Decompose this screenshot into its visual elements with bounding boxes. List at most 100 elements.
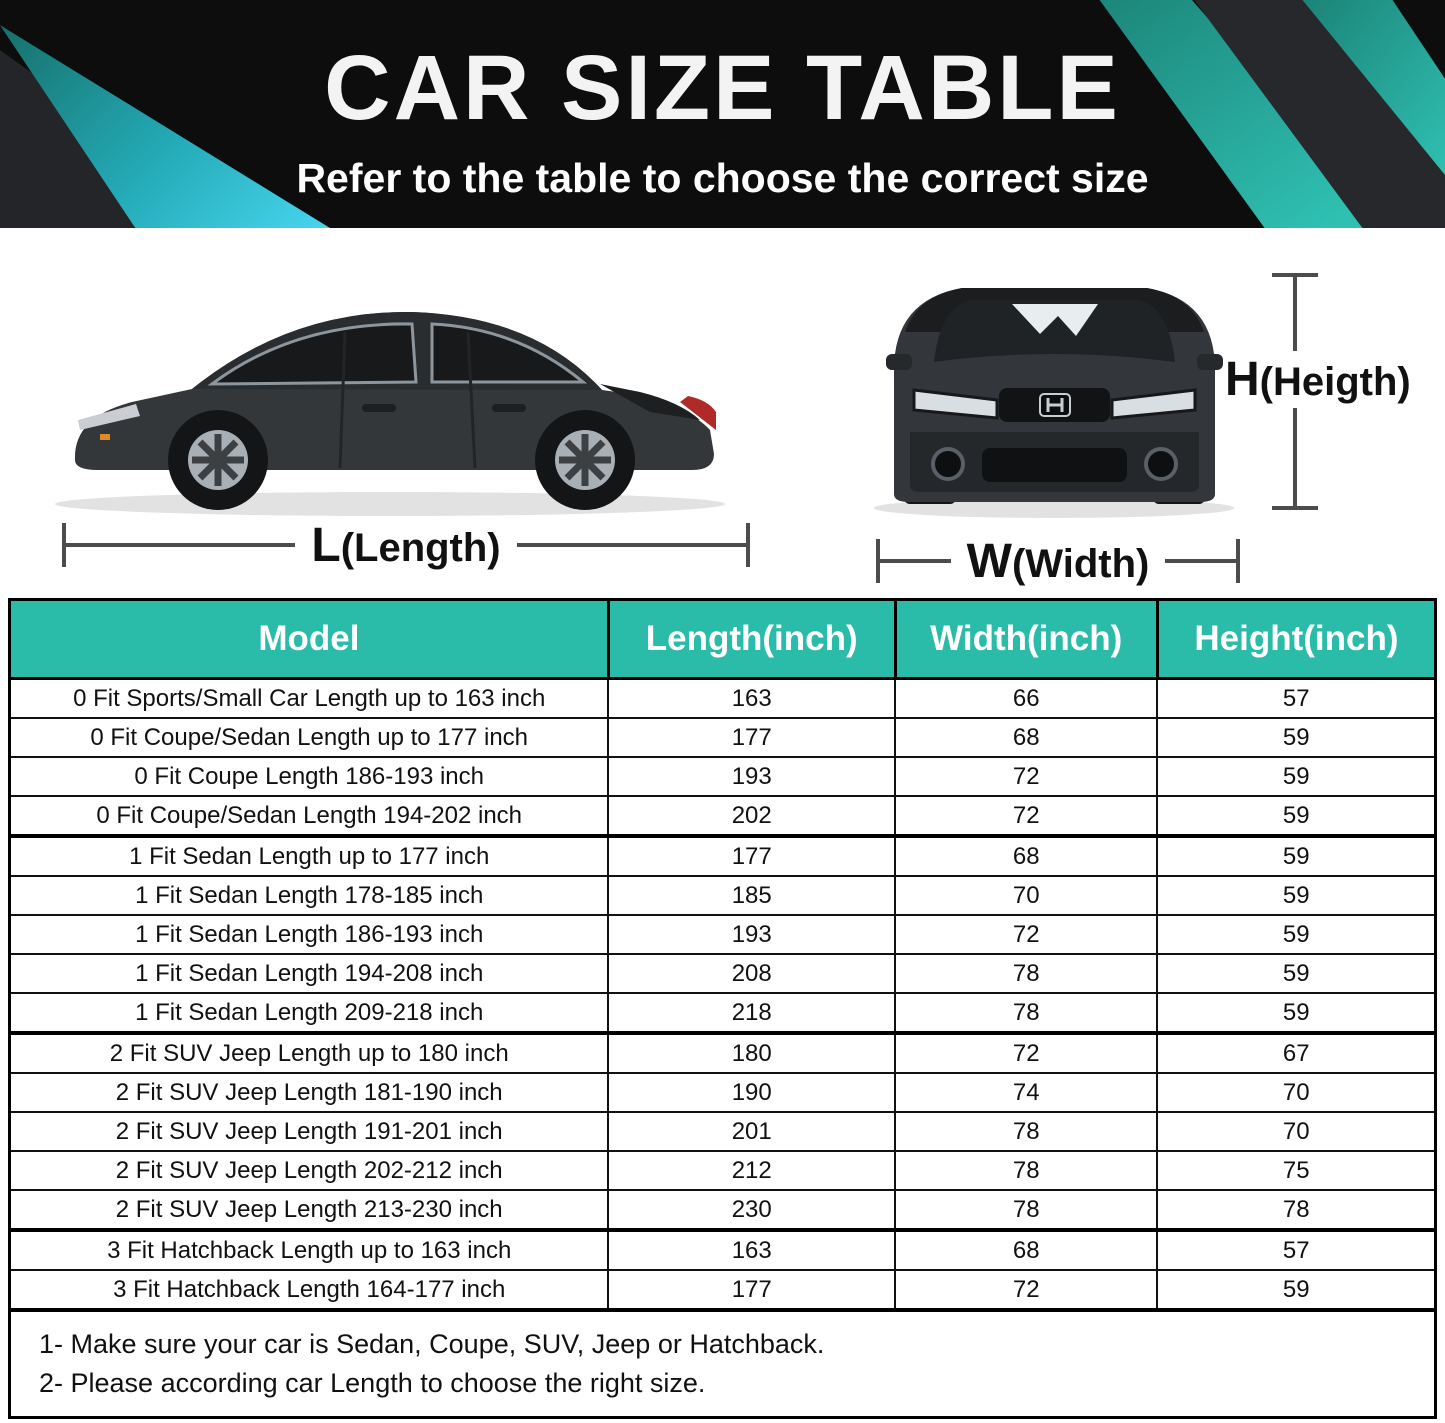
- table-row: 1 Fit Sedan Length 209-218 inch 218 78 59: [8, 992, 1437, 1035]
- banner: CAR SIZE TABLE Refer to the table to cho…: [0, 0, 1445, 228]
- dimension-endcap: [876, 539, 880, 583]
- width-cell: 78: [894, 992, 1159, 1035]
- width-cell: 74: [894, 1072, 1159, 1113]
- table-row: 2 Fit SUV Jeep Length 181-190 inch 190 74 7…: [8, 1072, 1437, 1113]
- length-label: L(Length): [311, 518, 501, 572]
- width-cell: 78: [894, 1111, 1159, 1152]
- height-label: H(Heigth): [1225, 353, 1411, 406]
- model-cell: 1 Fit Sedan Length 194-208 inch: [8, 953, 610, 994]
- table-row: 2 Fit SUV Jeep Length 191-201 inch 201 78 7…: [8, 1111, 1437, 1152]
- table-row: 3 Fit Hatchback Length 164-177 inch 177 72…: [8, 1269, 1437, 1312]
- header-width: Width(inch): [893, 598, 1159, 680]
- model-cell: 2 Fit SUV Jeep Length 213-230 inch: [8, 1189, 610, 1232]
- table-notes: 1- Make sure your car is Sedan, Coupe, S…: [8, 1308, 1437, 1419]
- model-cell: 3 Fit Hatchback Length up to 163 inch: [8, 1229, 610, 1271]
- length-cell: 193: [607, 756, 897, 797]
- header-height: Height(inch): [1155, 598, 1438, 680]
- length-dimension-line: L(Length): [62, 519, 750, 572]
- table-row: 0 Fit Coupe/Sedan Length up to 177 inch 1…: [8, 717, 1437, 758]
- width-cell: 72: [894, 756, 1159, 797]
- length-cell: 185: [607, 875, 897, 916]
- width-cell: 78: [894, 1150, 1159, 1191]
- table-row: 2 Fit SUV Jeep Length up to 180 inch 180 7…: [8, 1032, 1437, 1074]
- dimension-line: [1165, 559, 1236, 563]
- height-cell: 59: [1156, 835, 1437, 877]
- height-dimension-line: [1293, 273, 1297, 351]
- height-cell: 59: [1156, 953, 1437, 994]
- height-cell: 57: [1156, 677, 1437, 719]
- page-title: CAR SIZE TABLE: [324, 37, 1121, 139]
- length-cell: 163: [607, 1229, 897, 1271]
- dimension-line: [516, 543, 746, 547]
- dimension-line: [880, 559, 951, 563]
- length-cell: 190: [607, 1072, 897, 1113]
- model-cell: 1 Fit Sedan Length up to 177 inch: [8, 835, 610, 877]
- model-cell: 2 Fit SUV Jeep Length up to 180 inch: [8, 1032, 610, 1074]
- width-label: W(Width): [966, 534, 1150, 588]
- dimension-endcap: [746, 523, 750, 567]
- length-cell: 177: [607, 835, 897, 877]
- table-row: 1 Fit Sedan Length 186-193 inch 193 72 59: [8, 914, 1437, 955]
- side-view-car-image: [55, 311, 725, 516]
- model-cell: 0 Fit Coupe/Sedan Length up to 177 inch: [8, 717, 610, 758]
- page-subtitle: Refer to the table to choose the correct…: [296, 155, 1149, 201]
- height-cell: 70: [1156, 1111, 1437, 1152]
- model-cell: 3 Fit Hatchback Length 164-177 inch: [8, 1269, 610, 1312]
- header-model: Model: [8, 598, 610, 680]
- model-cell: 1 Fit Sedan Length 178-185 inch: [8, 875, 610, 916]
- width-cell: 68: [894, 717, 1159, 758]
- width-dimension-line: W(Width): [876, 535, 1240, 588]
- length-cell: 230: [607, 1189, 897, 1232]
- car-size-table: Model Length(inch) Width(inch) Height(in…: [8, 598, 1438, 1419]
- width-cell: 78: [894, 1189, 1159, 1232]
- height-cell: 75: [1156, 1150, 1437, 1191]
- header-length: Length(inch): [606, 598, 897, 680]
- model-cell: 2 Fit SUV Jeep Length 202-212 inch: [8, 1150, 610, 1191]
- note-1: 1- Make sure your car is Sedan, Coupe, S…: [39, 1329, 825, 1359]
- width-cell: 68: [894, 1229, 1159, 1271]
- width-cell: 70: [894, 875, 1159, 916]
- table-row: 1 Fit Sedan Length 178-185 inch 185 70 59: [8, 875, 1437, 916]
- height-dimension-line: [1293, 408, 1297, 510]
- width-cell: 78: [894, 953, 1159, 994]
- table-row: 0 Fit Coupe/Sedan Length 194-202 inch 202…: [8, 795, 1437, 838]
- dimension-endcap: [62, 523, 66, 567]
- length-cell: 218: [607, 992, 897, 1035]
- table-body: 0 Fit Sports/Small Car Length up to 163 …: [8, 677, 1437, 1312]
- table-row: 1 Fit Sedan Length 194-208 inch 208 78 59: [8, 953, 1437, 994]
- height-cell: 57: [1156, 1229, 1437, 1271]
- length-cell: 201: [607, 1111, 897, 1152]
- model-cell: 0 Fit Coupe/Sedan Length 194-202 inch: [8, 795, 610, 838]
- height-cell: 59: [1156, 756, 1437, 797]
- dimension-endcap: [1236, 539, 1240, 583]
- table-row: 1 Fit Sedan Length up to 177 inch 177 68 59: [8, 835, 1437, 877]
- table-row: 0 Fit Sports/Small Car Length up to 163 …: [8, 677, 1437, 719]
- height-dimension-endcap: [1272, 506, 1318, 510]
- length-cell: 177: [607, 1269, 897, 1312]
- height-cell: 70: [1156, 1072, 1437, 1113]
- width-cell: 72: [894, 795, 1159, 838]
- width-cell: 66: [894, 677, 1159, 719]
- model-cell: 1 Fit Sedan Length 209-218 inch: [8, 992, 610, 1035]
- model-cell: 0 Fit Coupe Length 186-193 inch: [8, 756, 610, 797]
- dimension-line: [66, 543, 296, 547]
- length-cell: 212: [607, 1150, 897, 1191]
- height-cell: 59: [1156, 1269, 1437, 1312]
- note-2: 2- Please according car Length to choose…: [39, 1368, 706, 1398]
- height-cell: 67: [1156, 1032, 1437, 1074]
- length-cell: 180: [607, 1032, 897, 1074]
- length-cell: 163: [607, 677, 897, 719]
- height-cell: 59: [1156, 717, 1437, 758]
- table-row: 2 Fit SUV Jeep Length 213-230 inch 230 78 7…: [8, 1189, 1437, 1232]
- length-cell: 177: [607, 717, 897, 758]
- width-cell: 72: [894, 1269, 1159, 1312]
- height-cell: 59: [1156, 992, 1437, 1035]
- length-cell: 193: [607, 914, 897, 955]
- height-cell: 59: [1156, 875, 1437, 916]
- model-cell: 1 Fit Sedan Length 186-193 inch: [8, 914, 610, 955]
- front-view-car-image: [874, 288, 1234, 518]
- table-row: 2 Fit SUV Jeep Length 202-212 inch 212 78 7…: [8, 1150, 1437, 1191]
- width-cell: 68: [894, 835, 1159, 877]
- model-cell: 2 Fit SUV Jeep Length 191-201 inch: [8, 1111, 610, 1152]
